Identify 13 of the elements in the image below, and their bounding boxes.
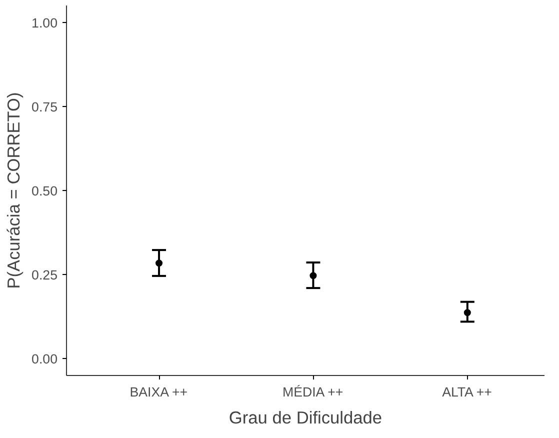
x-tick-label: ALTA ++ bbox=[442, 384, 492, 400]
point bbox=[310, 272, 317, 280]
y-tick-label: 0.00 bbox=[32, 352, 58, 367]
x-axis-title: Grau de Dificuldade bbox=[228, 408, 382, 428]
y-tick-label: 0.50 bbox=[32, 184, 58, 198]
x-tick-label: MÉDIA ++ bbox=[282, 384, 344, 400]
point bbox=[464, 309, 471, 316]
y-axis-title: P(Acurácia = CORRETO) bbox=[4, 92, 24, 289]
y-tick-label: 0.75 bbox=[32, 99, 58, 114]
x-tick-label: BAIXA ++ bbox=[130, 384, 188, 400]
y-tick-label: 0.25 bbox=[32, 268, 58, 283]
point bbox=[156, 260, 163, 267]
y-tick-label: 1.00 bbox=[32, 15, 58, 30]
